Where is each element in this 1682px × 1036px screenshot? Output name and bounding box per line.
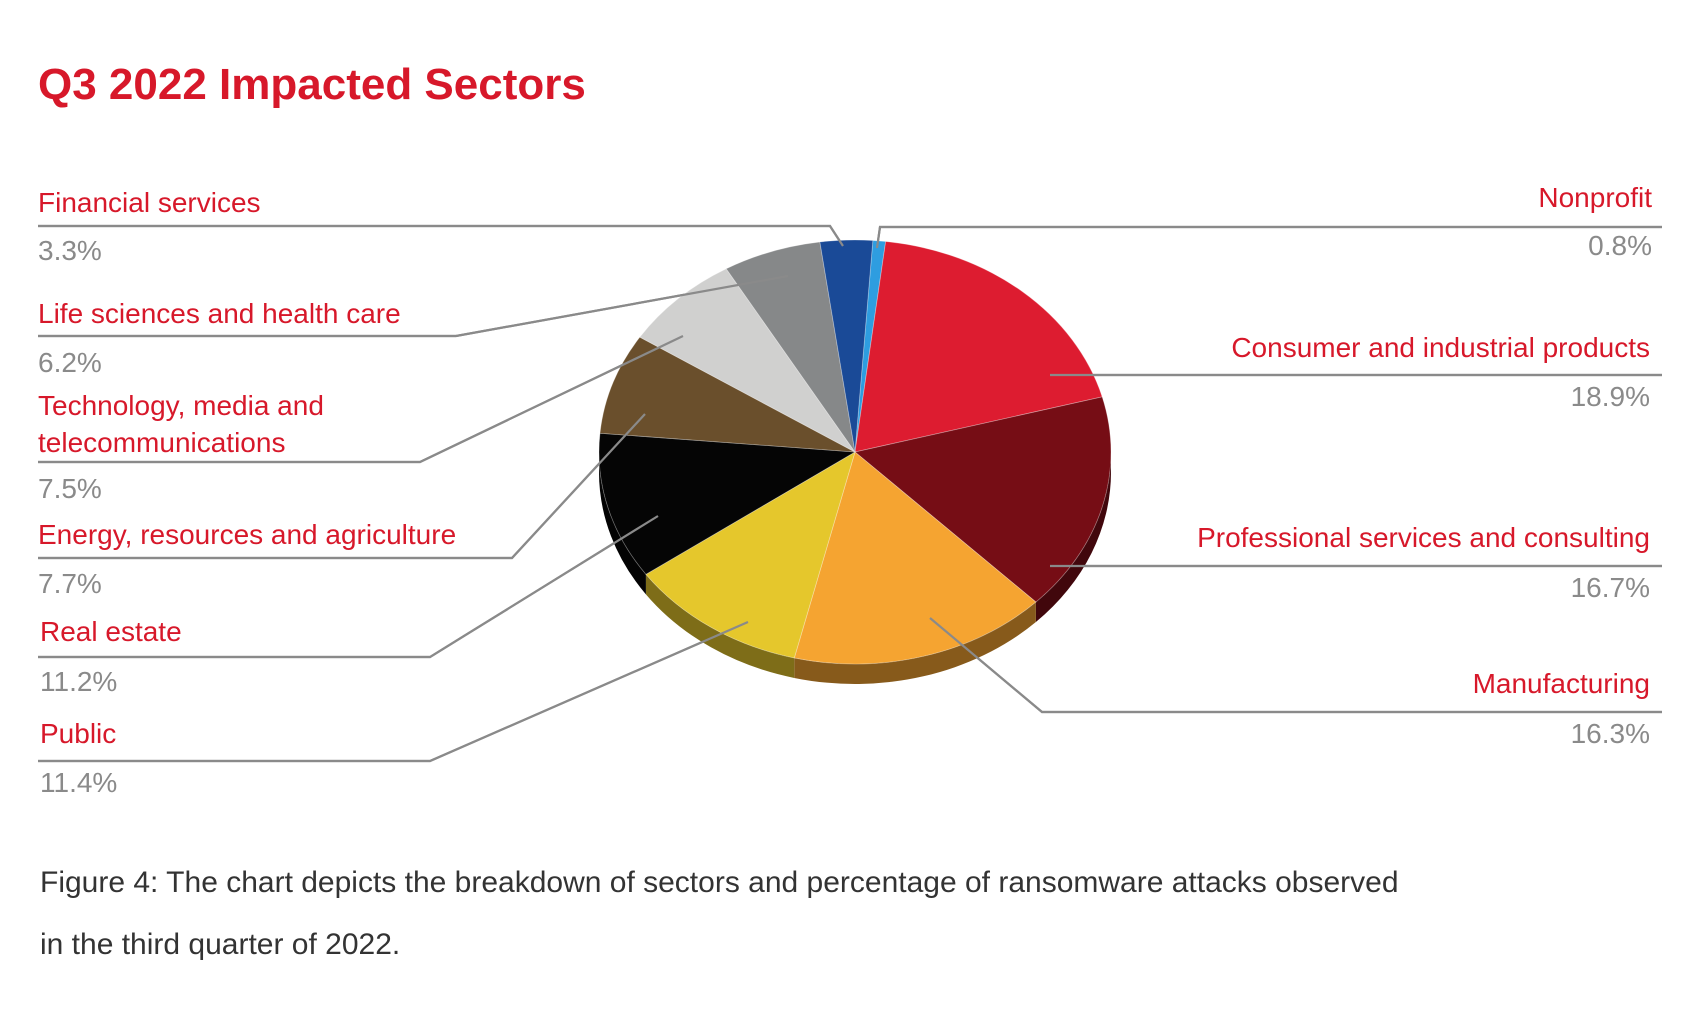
leader-line-financial-services-overlay (38, 224, 844, 247)
pie-depth-3 (794, 602, 1036, 684)
caption-line-2: in the third quarter of 2022. (40, 928, 401, 961)
leader-line-nonprofit (875, 225, 1662, 249)
pie-slice-nonprofit (854, 240, 887, 453)
chart-title: Q3 2022 Impacted Sectors (38, 60, 586, 109)
slice-label-technology-line1: Technology, media and (38, 390, 324, 421)
slice-value-public: 11.4% (40, 767, 118, 798)
leader-line-real-estate-overlay (38, 515, 659, 659)
figure-caption: Figure 4: The chart depicts the breakdow… (40, 852, 1600, 976)
caption-line-1: Figure 4: The chart depicts the breakdow… (40, 866, 1399, 899)
slice-label-consumer-industrial: Consumer and industrial products (1231, 332, 1650, 363)
slice-label-public: Public (40, 718, 117, 749)
leader-line-life-sciences-and-health-care-overlay (38, 274, 789, 338)
slice-value-professional-services: 16.7% (1570, 572, 1650, 603)
pie-slice-professional-services-and-consulting (854, 396, 1112, 603)
pie-depth-5 (599, 452, 646, 595)
slice-label-manufacturing: Manufacturing (1472, 668, 1650, 699)
pie-depth-4 (645, 574, 795, 678)
slice-value-life-sciences: 6.2% (38, 347, 102, 378)
slice-label-energy: Energy, resources and agriculture (38, 519, 457, 550)
slice-value-technology: 7.5% (38, 473, 102, 504)
slice-label-life-sciences: Life sciences and health care (38, 298, 401, 329)
slice-value-real-estate: 11.2% (40, 666, 118, 697)
slice-label-real-estate: Real estate (40, 616, 182, 647)
leader-line-nonprofit-overlay (875, 225, 1662, 249)
pie-slices (598, 239, 1112, 684)
slice-value-consumer-industrial: 18.9% (1570, 381, 1650, 412)
slice-label-financial-services: Financial services (38, 187, 261, 218)
pie-slice-technology-media-and-telecommunications (639, 268, 856, 453)
pie-depth (599, 452, 1111, 684)
leader-line-technology-media-and-telecommunications-overlay (38, 335, 684, 464)
pie-slice-consumer-and-industrial-products (854, 241, 1103, 453)
pie-slice-manufacturing (793, 451, 1037, 665)
pie-slice-energy-resources-and-agriculture (599, 336, 856, 453)
pie-depth-2 (1035, 452, 1111, 623)
leader-lines-overlay (38, 224, 1662, 763)
slice-label-technology-line2: telecommunications (38, 427, 286, 458)
slice-value-energy: 7.7% (38, 568, 102, 599)
leader-line-financial-services (38, 224, 844, 247)
slice-label-professional-services: Professional services and consulting (1197, 522, 1650, 553)
pie-slice-life-sciences-and-health-care (725, 241, 856, 453)
slice-value-financial-services: 3.3% (38, 235, 102, 266)
leader-line-manufacturing-overlay (929, 617, 1662, 714)
pie-slice-real-estate (598, 432, 857, 575)
leader-line-public-overlay (38, 620, 749, 763)
leader-line-energy-resources-and-agriculture-overlay (38, 413, 646, 560)
pie-slice-public (645, 451, 856, 659)
slice-value-manufacturing: 16.3% (1570, 718, 1650, 749)
slice-label-nonprofit: Nonprofit (1538, 182, 1652, 213)
slice-value-nonprofit: 0.8% (1588, 230, 1652, 261)
pie-slice-financial-services (819, 239, 874, 453)
